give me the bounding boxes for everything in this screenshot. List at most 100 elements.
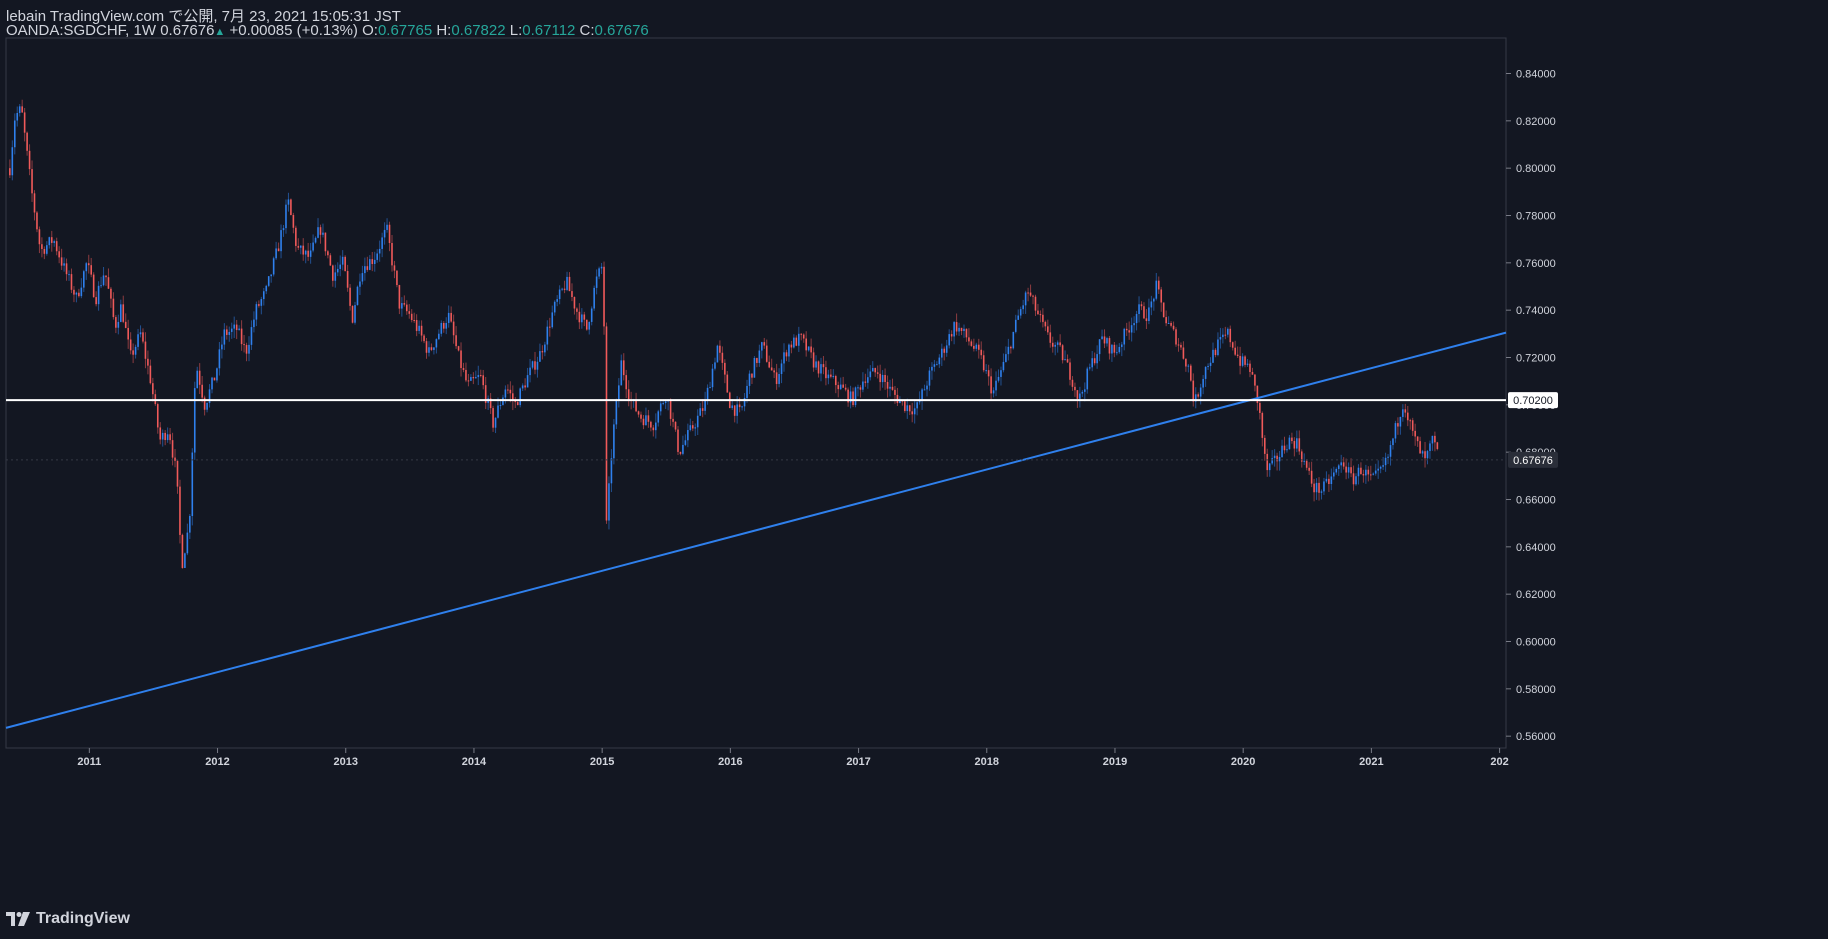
candle-up	[1106, 338, 1108, 344]
candle-up	[711, 368, 714, 388]
candle-down	[36, 212, 38, 230]
drawings-group[interactable]: 0.70200 0.67676	[5, 331, 1558, 729]
candle-up	[539, 351, 541, 362]
candle-up	[75, 292, 78, 295]
candle-down	[465, 369, 467, 381]
candle-up	[248, 344, 250, 354]
symbol-label[interactable]: OANDA:SGDCHF, 1W	[6, 22, 157, 39]
time-axis[interactable]: 2011 2012 2013 2014 2015 2016 2017 2018 2019 2020…	[77, 748, 1509, 768]
candle-up	[1421, 451, 1424, 454]
candle-up	[354, 305, 356, 323]
candle-up	[433, 347, 435, 350]
x-tick-label: 2014	[462, 756, 487, 768]
candle-up	[918, 400, 921, 403]
candle-down	[479, 375, 482, 377]
candle-down	[1140, 304, 1143, 307]
candle-up	[1064, 359, 1066, 361]
candle-down	[800, 333, 803, 335]
candle-up	[519, 388, 522, 406]
candle-down	[366, 266, 369, 270]
candle-up	[1268, 463, 1271, 471]
candle-down	[73, 289, 75, 295]
candle-down	[622, 360, 625, 376]
candle-down	[159, 427, 162, 440]
candle-down	[842, 384, 844, 388]
candle-down	[1044, 321, 1047, 327]
candle-down	[990, 376, 992, 394]
y-tick-label: 0.60000	[1516, 637, 1556, 649]
candle-down	[452, 321, 455, 336]
candle-up	[1054, 344, 1057, 347]
candle-up	[1333, 472, 1335, 477]
candle-down	[1256, 385, 1259, 403]
candle-up	[857, 387, 859, 389]
candle-up	[736, 404, 738, 416]
candle-up	[741, 406, 743, 408]
candle-down	[1093, 358, 1096, 364]
candle-down	[110, 288, 112, 299]
candle-up	[137, 334, 139, 347]
candle-down	[859, 387, 862, 390]
candle-down	[142, 332, 144, 342]
candle-up	[871, 368, 874, 372]
candle-up	[1081, 391, 1084, 394]
candle-down	[691, 425, 694, 429]
candle-up	[383, 229, 386, 238]
candle-down	[26, 132, 28, 151]
candle-up	[1335, 468, 1338, 473]
candle-down	[1190, 365, 1192, 381]
candle-up	[1286, 449, 1288, 451]
candle-up	[322, 232, 324, 235]
candle-down	[171, 440, 174, 458]
candle-down	[1157, 280, 1160, 290]
low-value: 0.67112	[522, 22, 576, 39]
candle-up	[1123, 328, 1126, 345]
tradingview-logo[interactable]: TradingView	[6, 910, 130, 928]
candle-up	[544, 344, 546, 353]
candle-up	[494, 417, 497, 428]
candle-down	[425, 341, 428, 353]
candle-up	[1204, 366, 1207, 379]
candle-down	[344, 256, 346, 272]
candle-up	[709, 387, 711, 389]
candle-down	[455, 335, 457, 347]
candle-up	[309, 250, 312, 257]
candle-up	[445, 322, 448, 329]
candle-down	[1414, 430, 1416, 437]
candle-down	[149, 365, 152, 384]
candle-up	[645, 415, 647, 426]
candle-up	[704, 399, 706, 411]
candle-up	[1374, 470, 1377, 474]
candle-down	[1160, 289, 1163, 303]
candle-down	[1409, 420, 1412, 422]
candle-down	[482, 375, 485, 386]
candle-up	[285, 204, 287, 229]
candles-group	[9, 99, 1439, 569]
price-axis[interactable]: 0.84000 0.82000 0.80000 0.78000 0.76000 0.740…	[5, 37, 1556, 749]
candle-down	[1266, 453, 1269, 471]
candle-up	[1024, 292, 1027, 306]
candle-down	[1411, 420, 1414, 431]
candle-down	[884, 374, 886, 382]
candle-up	[361, 273, 364, 282]
candle-up	[928, 370, 931, 386]
candle-up	[1246, 363, 1249, 365]
candle-down	[625, 375, 628, 390]
close-value: 0.67676	[594, 22, 649, 39]
candle-down	[1313, 483, 1315, 493]
candle-up	[1323, 481, 1325, 492]
candle-up	[558, 289, 561, 300]
candle-down	[701, 408, 704, 411]
candle-down	[509, 389, 512, 394]
candle-up	[662, 403, 664, 405]
candle-down	[1214, 349, 1217, 356]
trend-line[interactable]	[5, 331, 1507, 729]
candle-down	[43, 249, 46, 254]
candle-down	[534, 361, 536, 370]
candle-down	[60, 257, 63, 266]
candle-down	[398, 285, 401, 309]
candle-up	[758, 350, 761, 363]
candle-down	[810, 346, 812, 353]
candle-up	[566, 276, 568, 290]
